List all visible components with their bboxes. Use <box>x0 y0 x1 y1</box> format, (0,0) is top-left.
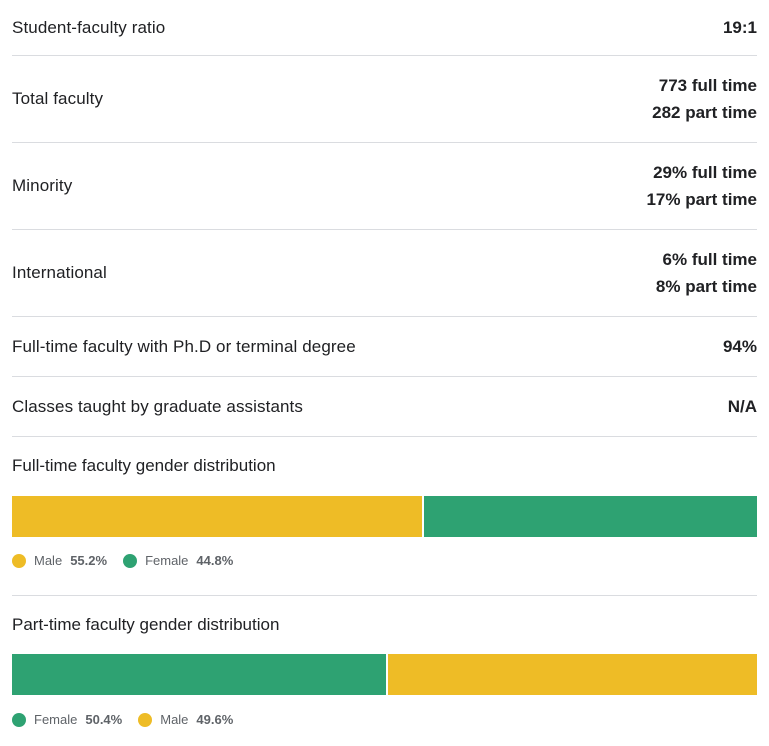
legend-item-female: Female 50.4% <box>12 712 122 727</box>
female-dot-icon <box>12 712 26 727</box>
part-time-gender-title: Part-time faculty gender distribution <box>12 615 280 634</box>
phd-label: Full-time faculty with Ph.D or terminal … <box>12 336 356 356</box>
phd-value: 94% <box>722 337 757 356</box>
full-time-gender-bar <box>12 496 757 537</box>
legend-item-female: Female 44.8% <box>123 553 233 568</box>
female-dot-icon <box>123 553 138 568</box>
minority-label: Minority <box>12 176 73 195</box>
student-faculty-ratio-value: 19:1 <box>722 18 757 37</box>
legend-male-pct: 49.6% <box>196 712 234 727</box>
full-time-female-segment <box>424 496 757 537</box>
total-faculty-value: 773 full time 282 part time <box>652 72 757 126</box>
part-time-female-segment <box>12 654 387 695</box>
grad-assistants-label: Classes taught by graduate assistants <box>12 396 303 416</box>
legend-female-pct: 50.4% <box>85 712 123 727</box>
legend-female-label: Female <box>145 553 189 568</box>
full-time-gender-legend: Male 55.2% Female 44.8% <box>12 553 249 568</box>
part-time-male-segment <box>388 654 757 695</box>
row-total-faculty: Total faculty 773 full time 282 part tim… <box>12 56 757 143</box>
legend-item-male: Male 55.2% <box>12 553 107 568</box>
legend-female-pct: 44.8% <box>196 553 234 568</box>
international-value: 6% full time 8% part time <box>656 246 757 300</box>
international-part-time: 8% part time <box>655 277 757 296</box>
row-minority: Minority 29% full time 17% part time <box>12 143 757 230</box>
legend-female-label: Female <box>34 712 78 727</box>
total-faculty-label: Total faculty <box>12 89 104 108</box>
grad-assistants-value: N/A <box>727 397 757 416</box>
legend-male-label: Male <box>34 553 63 568</box>
total-faculty-part-time: 282 part time <box>652 103 757 122</box>
full-time-male-segment <box>12 496 423 537</box>
legend-male-label: Male <box>160 712 189 727</box>
part-time-gender-bar <box>12 654 757 695</box>
part-time-gender-legend: Female 50.4% Male 49.6% <box>12 712 249 727</box>
row-student-faculty-ratio: Student-faculty ratio 19:1 <box>12 0 757 56</box>
international-full-time: 6% full time <box>662 250 757 269</box>
row-grad-assistants: Classes taught by graduate assistants N/… <box>12 377 757 437</box>
minority-part-time: 17% part time <box>646 190 757 209</box>
minority-full-time: 29% full time <box>653 163 757 182</box>
male-dot-icon <box>138 712 153 727</box>
legend-item-male: Male 49.6% <box>138 712 233 727</box>
bar-gap <box>422 496 425 537</box>
legend-male-pct: 55.2% <box>70 553 108 568</box>
international-label: International <box>12 263 107 282</box>
row-international: International 6% full time 8% part time <box>12 230 757 317</box>
minority-value: 29% full time 17% part time <box>646 159 757 213</box>
bar-gap <box>386 654 389 695</box>
student-faculty-ratio-label: Student-faculty ratio <box>12 17 166 37</box>
full-time-gender-title: Full-time faculty gender distribution <box>12 456 276 475</box>
total-faculty-full-time: 773 full time <box>658 76 757 95</box>
full-time-gender-section: Full-time faculty gender distribution Ma… <box>12 437 757 596</box>
male-dot-icon <box>12 553 26 568</box>
part-time-gender-section: Part-time faculty gender distribution Fe… <box>12 596 757 746</box>
row-phd: Full-time faculty with Ph.D or terminal … <box>12 317 757 377</box>
